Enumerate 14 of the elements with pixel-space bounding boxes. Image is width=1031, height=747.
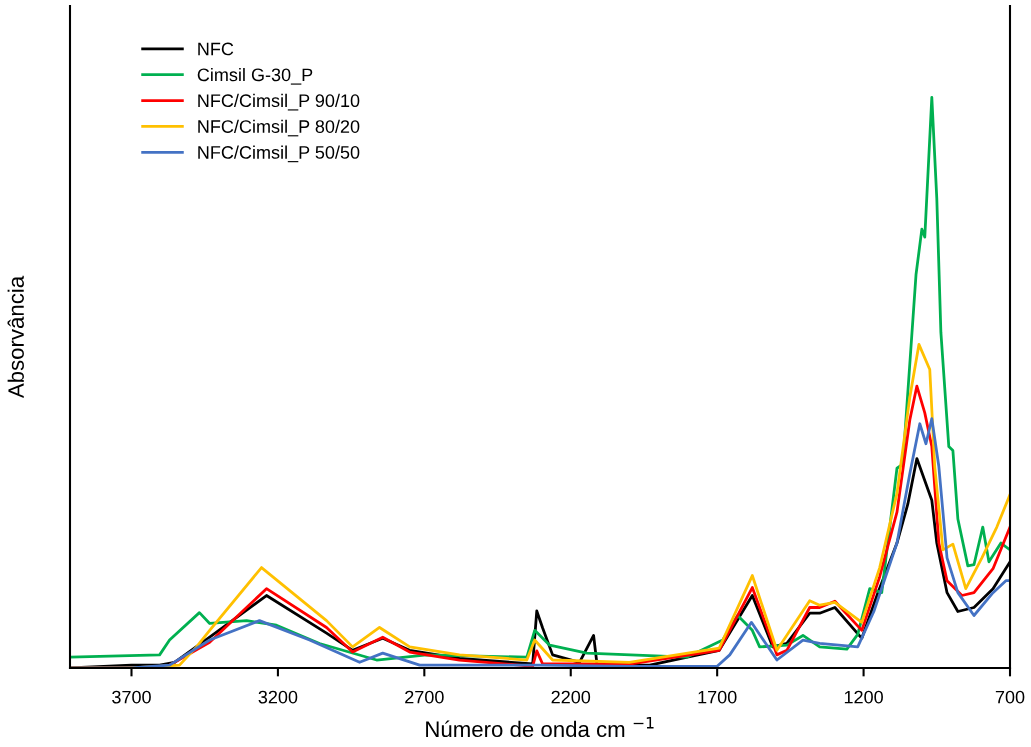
legend-label: NFC/Cimsil_P 50/50 [198,145,360,163]
legend-label: NFC/Cimsil_P 80/20 [198,119,360,137]
x-tick-label: 1700 [698,690,737,704]
x-tick-label: 3700 [112,690,151,704]
x-tick-label: 2200 [551,690,591,704]
legend-label: Cimsil G-30_P [197,67,313,85]
x-axis-title: Número de onda cm $^{−1}$ [426,717,654,738]
x-tick-label: 3200 [258,690,298,704]
x-tick-label: 2700 [405,690,444,704]
legend-label: NFC [198,42,234,56]
legend-label: NFC/Cimsil_P 90/10 [198,93,360,111]
x-tick-label: 700 [995,690,1025,704]
y-axis-title: Absorvância [7,275,24,399]
x-tick-label: 1200 [844,690,883,704]
